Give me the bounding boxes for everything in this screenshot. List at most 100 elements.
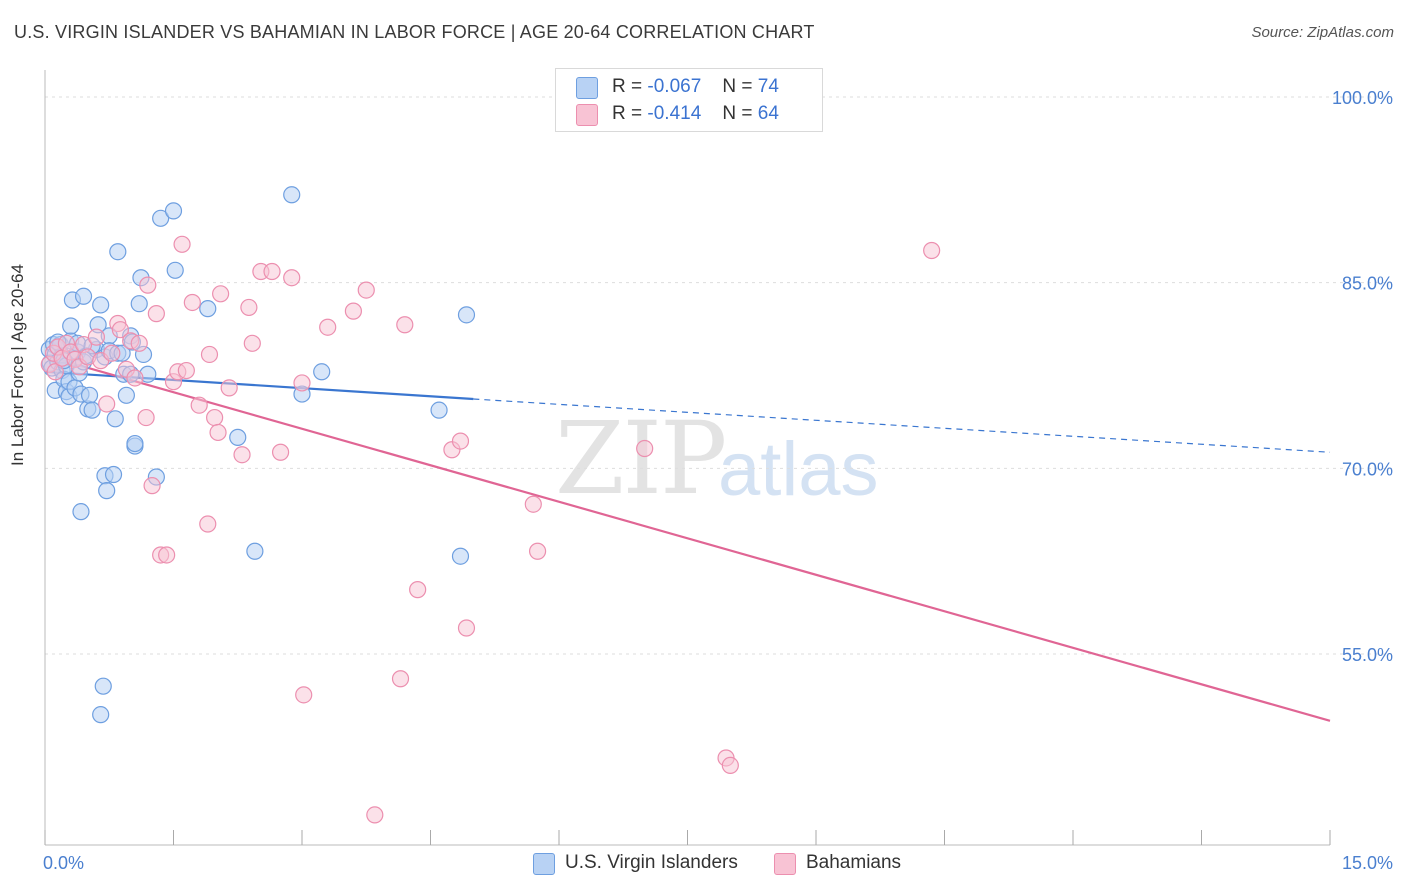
y-tick-label: 85.0%: [1342, 274, 1393, 294]
data-point-virgin-islanders: [109, 243, 127, 261]
data-point-virgin-islanders: [164, 202, 183, 220]
data-point-bahamians: [721, 756, 739, 775]
legend-r-value: -0.414: [647, 103, 702, 124]
data-point-bahamians: [357, 281, 375, 299]
data-point-virgin-islanders: [430, 401, 448, 419]
data-point-bahamians: [137, 408, 155, 427]
data-point-bahamians: [190, 396, 208, 414]
data-point-bahamians: [283, 269, 301, 287]
data-point-virgin-islanders: [117, 386, 135, 404]
data-point-bahamians: [200, 345, 219, 364]
trend-line-solid: [44, 370, 474, 401]
y-axis-label: In Labor Force | Age 20-64: [8, 264, 27, 466]
legend-r-label: R =: [612, 76, 643, 97]
data-point-virgin-islanders: [106, 410, 124, 428]
legend-swatch-blue: [576, 77, 598, 99]
data-point-virgin-islanders: [126, 434, 144, 453]
data-point-bahamians: [396, 316, 414, 334]
legend-r-label: R =: [612, 103, 643, 124]
data-point-virgin-islanders: [72, 503, 90, 521]
data-point-virgin-islanders: [83, 401, 101, 419]
legend-n-label: N =: [722, 103, 753, 124]
bottom-legend-swatch-pink: [774, 853, 796, 875]
data-point-bahamians: [199, 515, 217, 533]
trend-line-solid: [44, 354, 1331, 722]
legend-swatch-pink: [576, 104, 598, 126]
trend-lines-bahamians: [44, 354, 1331, 722]
data-point-bahamians: [271, 443, 290, 461]
data-point-bahamians: [209, 423, 227, 442]
legend-r-value: -0.067: [647, 76, 702, 97]
data-point-bahamians: [103, 344, 121, 362]
data-point-bahamians: [263, 262, 281, 281]
data-point-bahamians: [147, 305, 165, 323]
data-point-bahamians: [240, 298, 258, 317]
data-point-bahamians: [87, 328, 106, 346]
data-point-bahamians: [243, 334, 261, 352]
legend-n-value: 64: [757, 103, 779, 124]
data-point-virgin-islanders: [451, 547, 470, 565]
data-point-virgin-islanders: [92, 296, 110, 314]
bottom-legend-swatch-blue: [533, 853, 555, 875]
x-tick-label: 0.0%: [43, 853, 84, 873]
watermark-zip: ZIP: [555, 400, 727, 517]
data-point-bahamians: [126, 369, 144, 387]
data-point-bahamians: [183, 293, 201, 312]
y-tick-label: 55.0%: [1342, 645, 1393, 665]
data-point-virgin-islanders: [130, 295, 148, 313]
data-point-bahamians: [111, 321, 129, 339]
data-point-bahamians: [293, 374, 311, 392]
data-point-virgin-islanders: [62, 317, 80, 335]
data-point-virgin-islanders: [229, 428, 247, 446]
data-point-bahamians: [212, 285, 230, 303]
data-point-virgin-islanders: [92, 706, 110, 724]
bottom-legend-label: U.S. Virgin Islanders: [565, 852, 738, 873]
data-point-virgin-islanders: [74, 287, 93, 305]
source-credit: Source: ZipAtlas.com: [1251, 24, 1394, 41]
correlation-legend: R = -0.067 N = 74 R = -0.414 N = 64: [555, 68, 823, 132]
data-point-virgin-islanders: [166, 261, 184, 279]
data-point-virgin-islanders: [94, 677, 112, 695]
legend-n-value: 74: [757, 76, 779, 97]
watermark-atlas: atlas: [718, 427, 879, 512]
data-point-bahamians: [295, 686, 313, 704]
y-tick-label: 70.0%: [1342, 459, 1393, 479]
data-point-virgin-islanders: [246, 542, 264, 560]
data-point-bahamians: [143, 477, 161, 495]
data-point-virgin-islanders: [313, 363, 331, 381]
data-point-bahamians: [524, 495, 542, 513]
data-point-bahamians: [636, 439, 654, 458]
data-point-bahamians: [233, 446, 251, 464]
data-point-virgin-islanders: [104, 465, 123, 484]
data-point-virgin-islanders: [199, 300, 217, 318]
data-point-bahamians: [220, 379, 238, 397]
data-point-bahamians: [319, 318, 337, 336]
y-tick-label: 100.0%: [1332, 88, 1393, 108]
data-point-bahamians: [206, 408, 224, 427]
y-tick-labels: 55.0% 70.0% 85.0% 100.0%: [1332, 88, 1393, 665]
data-point-bahamians: [451, 432, 470, 450]
data-point-bahamians: [46, 363, 64, 381]
data-point-virgin-islanders: [457, 306, 476, 324]
bottom-legend-label: Bahamians: [806, 852, 902, 873]
data-point-bahamians: [173, 235, 191, 253]
legend-n-label: N =: [722, 76, 753, 97]
trend-line-dashed: [473, 398, 1331, 453]
data-point-bahamians: [409, 581, 427, 599]
data-point-virgin-islanders: [98, 482, 116, 500]
data-point-virgin-islanders: [80, 386, 99, 404]
grid-lines: [45, 96, 1392, 655]
data-point-bahamians: [139, 276, 157, 294]
data-point-bahamians: [98, 395, 116, 413]
data-point-bahamians: [457, 619, 476, 637]
data-point-bahamians: [391, 670, 410, 688]
data-point-bahamians: [923, 241, 941, 260]
data-point-bahamians: [528, 542, 547, 560]
chart-title: U.S. VIRGIN ISLANDER VS BAHAMIAN IN LABO…: [14, 22, 815, 42]
data-point-bahamians: [177, 361, 195, 380]
axes: [44, 70, 1331, 846]
data-point-virgin-islanders: [152, 209, 170, 227]
points-bahamians: [40, 235, 941, 824]
data-point-bahamians: [366, 806, 384, 824]
